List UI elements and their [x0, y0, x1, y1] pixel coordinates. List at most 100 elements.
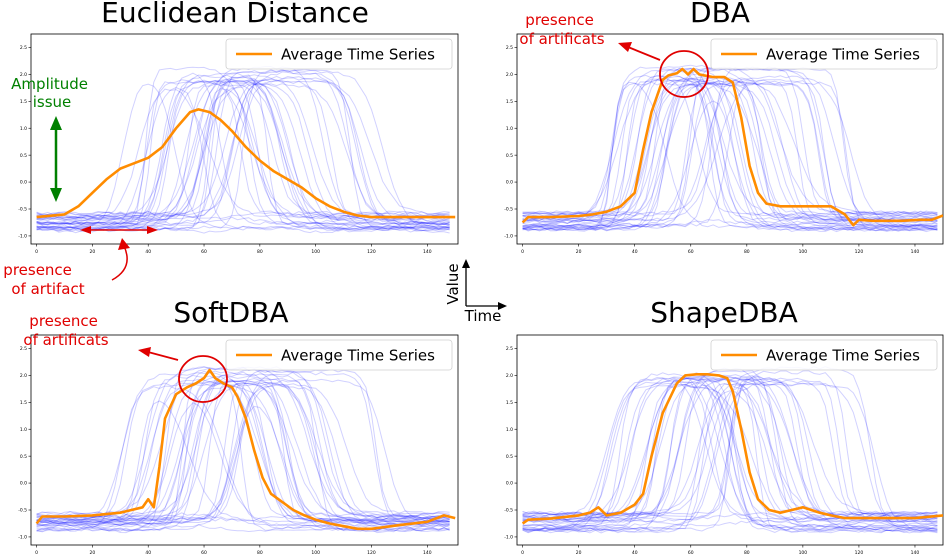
y-tick-label: 2.5 [506, 346, 513, 352]
sample-series-line [522, 79, 938, 215]
x-tick-label: 120 [855, 550, 864, 556]
sample-series-line [522, 219, 938, 228]
legend: Average Time Series [225, 339, 453, 371]
sample-series-line [36, 216, 450, 226]
sample-series-line [36, 83, 450, 219]
sample-series-line [522, 64, 938, 215]
sample-series-line [522, 372, 938, 532]
sample-series-line [522, 390, 938, 521]
artifact-circle [178, 355, 228, 403]
axes-frame [516, 334, 944, 546]
sample-series-line [522, 378, 938, 532]
x-tick-label: 20 [90, 550, 96, 556]
sample-series-line [522, 382, 938, 532]
axes-frame [30, 334, 459, 546]
x-tick-label: 100 [799, 249, 808, 255]
sample-series-line [522, 82, 938, 224]
sample-series-line [36, 370, 450, 525]
x-tick-label: 140 [423, 550, 432, 556]
y-tick-label: 0.0 [20, 481, 27, 487]
sample-series-line [36, 79, 450, 230]
sample-series-line [522, 78, 938, 221]
sample-series-line [36, 373, 450, 519]
sample-series-line [522, 81, 938, 228]
sample-series-line [36, 381, 450, 532]
x-tick-label: 80 [257, 249, 263, 255]
sample-series-line [522, 78, 938, 229]
sample-series-line [522, 383, 938, 531]
x-tick-label: 100 [799, 550, 808, 556]
chart-shapedba: ShapeDBA 0 20 40 60 80 100 120 140 -1.0 -0.5 0.0 0.… [504, 296, 944, 556]
sample-series-line [36, 78, 450, 225]
sample-series-line [36, 402, 450, 529]
y-tick-label: 1.0 [20, 126, 27, 132]
double-arrow-horizontal-icon [80, 226, 158, 234]
sample-series-line [522, 81, 938, 230]
sample-series-line [522, 376, 938, 516]
sample-series-line [522, 370, 938, 529]
chart-softdba: SoftDBA 0 20 40 60 80 100 120 140 -1.0 -0.5 0.0 0.5… [18, 296, 459, 556]
sample-series-line [522, 67, 938, 232]
sample-series-line [522, 77, 938, 215]
sample-series-line [36, 83, 450, 226]
legend: Average Time Series [225, 38, 453, 70]
sample-series-line [36, 80, 450, 226]
y-tick-label: -0.5 [504, 207, 513, 213]
axis-arrows-icon [462, 259, 507, 310]
average-series-line [35, 368, 456, 531]
sample-series-line [36, 88, 450, 231]
y-tick-label: 1.5 [506, 99, 513, 105]
sample-series-line [36, 378, 450, 524]
sample-series-line [36, 517, 450, 527]
y-tick-label: 0.0 [20, 180, 27, 186]
sample-series-line [36, 375, 450, 519]
sample-series-line [522, 377, 938, 529]
sample-series-line [522, 379, 938, 519]
y-tick-label: -1.0 [18, 535, 27, 541]
sample-series-line [522, 378, 938, 518]
sample-series-line [36, 379, 450, 526]
sample-series-line [522, 82, 938, 231]
x-tick-label: 100 [311, 550, 320, 556]
sample-series-line [36, 69, 450, 229]
y-tick-label: -1.0 [18, 234, 27, 240]
sample-series-line [36, 210, 450, 220]
chart-euclidean-distance: Euclidean Distance 0 20 40 60 80 100 120 140 -1.… [18, 0, 459, 255]
sample-series-line [36, 382, 450, 521]
y-tick-label: 2.5 [20, 346, 27, 352]
sample-series-line [522, 380, 938, 523]
y-tick-label: 1.5 [20, 99, 27, 105]
sample-series-line [36, 77, 450, 217]
x-tick-label: 40 [145, 249, 151, 255]
legend-label: Average Time Series [281, 46, 435, 64]
sample-series-line [36, 380, 450, 522]
annotation-presence-of-artifact: presence of artifact [3, 261, 84, 298]
y-tick-label: 1.0 [506, 126, 513, 132]
legend: Average Time Series [710, 38, 938, 70]
curved-arrow-icon [111, 238, 130, 281]
sample-series-line [36, 72, 450, 226]
sample-series-line [522, 78, 938, 231]
sample-series-line [522, 67, 938, 231]
y-tick-label: 2.5 [20, 45, 27, 51]
x-tick-label: 120 [855, 249, 864, 255]
average-series-line [521, 67, 943, 227]
sample-series-line [36, 87, 450, 231]
y-tick-label: 2.0 [20, 373, 27, 379]
y-tick-label: 2.0 [506, 373, 513, 379]
legend: Average Time Series [710, 339, 938, 371]
y-tick-label: 0.5 [20, 454, 27, 460]
y-tick-label: 1.0 [506, 427, 513, 433]
y-tick-label: 0.5 [506, 153, 513, 159]
sample-series-line [522, 512, 938, 521]
sample-series-line [36, 366, 450, 519]
sample-series-line [36, 382, 450, 521]
chart-title: Euclidean Distance [101, 0, 369, 29]
sample-series-line [36, 381, 450, 518]
x-tick-label: 40 [632, 550, 638, 556]
y-tick-label: 0.0 [506, 180, 513, 186]
x-tick-label: 20 [90, 249, 96, 255]
y-tick-label: -0.5 [18, 207, 27, 213]
x-tick-label: 20 [576, 249, 582, 255]
annotation-presence-of-artificats: presence of artificats [519, 11, 604, 48]
